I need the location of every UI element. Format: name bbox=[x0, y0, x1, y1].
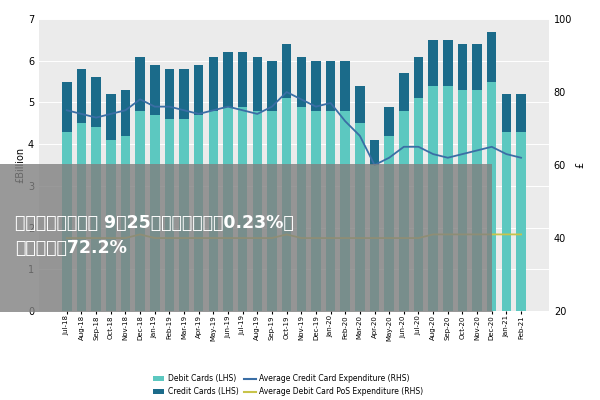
Bar bbox=[179, 119, 189, 311]
Bar bbox=[209, 111, 218, 311]
Bar bbox=[370, 165, 379, 311]
Bar bbox=[77, 69, 86, 123]
Bar bbox=[428, 86, 438, 311]
Bar bbox=[223, 52, 233, 107]
Bar bbox=[267, 111, 277, 311]
Bar bbox=[91, 128, 101, 311]
Bar bbox=[487, 32, 496, 82]
Bar bbox=[136, 56, 145, 111]
Bar bbox=[414, 56, 423, 98]
Bar bbox=[326, 61, 335, 111]
Bar bbox=[209, 56, 218, 111]
Bar bbox=[253, 56, 262, 111]
Bar bbox=[311, 61, 320, 111]
Bar bbox=[385, 107, 394, 136]
Bar bbox=[121, 136, 130, 311]
Bar bbox=[296, 56, 306, 107]
Y-axis label: £: £ bbox=[575, 162, 585, 168]
Bar bbox=[150, 115, 160, 311]
Bar bbox=[385, 136, 394, 311]
Bar bbox=[355, 86, 365, 123]
Bar bbox=[150, 65, 160, 115]
Bar bbox=[340, 111, 350, 311]
Bar bbox=[428, 40, 438, 86]
Bar bbox=[443, 40, 452, 86]
Bar bbox=[106, 140, 116, 311]
Bar bbox=[121, 90, 130, 136]
Bar bbox=[267, 61, 277, 111]
Bar bbox=[62, 132, 71, 311]
Bar bbox=[194, 115, 203, 311]
Bar bbox=[253, 111, 262, 311]
Bar bbox=[355, 123, 365, 311]
Bar bbox=[136, 111, 145, 311]
Bar bbox=[164, 69, 174, 119]
Bar bbox=[502, 94, 511, 132]
Text: 配资炒股是否合法 9月25日洁美转债下跌0.23%，
转股溢价率72.2%: 配资炒股是否合法 9月25日洁美转债下跌0.23%， 转股溢价率72.2% bbox=[15, 214, 293, 256]
Legend: Debit Cards (LHS), Credit Cards (LHS), Average Credit Card Expenditure (RHS), Av: Debit Cards (LHS), Credit Cards (LHS), A… bbox=[153, 374, 423, 396]
Bar bbox=[399, 111, 409, 311]
Bar bbox=[414, 98, 423, 311]
Bar bbox=[77, 123, 86, 311]
Bar bbox=[238, 107, 247, 311]
Bar bbox=[443, 86, 452, 311]
Bar bbox=[296, 107, 306, 311]
Bar bbox=[106, 94, 116, 140]
Bar bbox=[487, 82, 496, 311]
Bar bbox=[282, 98, 292, 311]
Bar bbox=[326, 111, 335, 311]
Bar bbox=[164, 119, 174, 311]
Bar bbox=[223, 107, 233, 311]
Y-axis label: £Billion: £Billion bbox=[15, 147, 25, 183]
Bar bbox=[458, 90, 467, 311]
Bar bbox=[311, 111, 320, 311]
Bar bbox=[472, 44, 482, 90]
Bar bbox=[516, 94, 526, 132]
Bar bbox=[370, 140, 379, 165]
Bar bbox=[238, 52, 247, 107]
Bar bbox=[179, 69, 189, 119]
Bar bbox=[91, 78, 101, 128]
Bar bbox=[62, 82, 71, 132]
Bar bbox=[194, 65, 203, 115]
Bar bbox=[340, 61, 350, 111]
Bar bbox=[516, 132, 526, 311]
Bar bbox=[282, 44, 292, 98]
Bar bbox=[502, 132, 511, 311]
Bar bbox=[399, 73, 409, 111]
Bar bbox=[472, 90, 482, 311]
Bar bbox=[458, 44, 467, 90]
